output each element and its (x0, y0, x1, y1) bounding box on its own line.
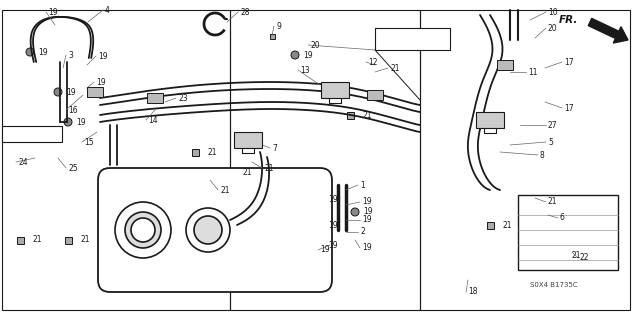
Text: 12: 12 (368, 58, 378, 67)
Text: 18: 18 (468, 287, 477, 297)
FancyBboxPatch shape (98, 168, 332, 292)
Text: 19: 19 (362, 197, 372, 206)
Text: 19: 19 (320, 245, 330, 254)
Text: 24: 24 (18, 157, 28, 166)
Circle shape (115, 202, 171, 258)
Text: 14: 14 (148, 116, 157, 124)
Circle shape (64, 118, 72, 126)
Text: 3: 3 (68, 51, 73, 60)
Text: 21: 21 (207, 148, 216, 156)
Text: 21: 21 (80, 236, 90, 244)
Text: 19: 19 (362, 215, 372, 225)
Text: 25: 25 (68, 164, 77, 172)
Text: 21: 21 (32, 236, 42, 244)
Circle shape (351, 208, 359, 216)
Text: 26: 26 (35, 125, 45, 134)
Text: 2: 2 (360, 228, 365, 236)
Circle shape (316, 241, 324, 249)
Text: B-17-25: B-17-25 (4, 130, 44, 139)
Circle shape (291, 51, 299, 59)
Bar (2, 126, 62, 142)
Text: 19: 19 (328, 196, 338, 204)
Text: 1: 1 (360, 180, 365, 189)
Bar (269, 34, 275, 38)
Circle shape (316, 221, 324, 229)
Bar (321, 82, 349, 98)
Circle shape (131, 218, 155, 242)
Text: 21: 21 (220, 186, 230, 195)
Bar (17, 236, 24, 244)
Circle shape (316, 196, 324, 204)
Text: 9: 9 (276, 21, 281, 30)
Text: 21: 21 (242, 167, 252, 177)
Text: 19: 19 (48, 7, 58, 17)
Text: B-17-30: B-17-30 (391, 34, 433, 44)
Text: 7: 7 (272, 143, 277, 153)
Bar (367, 90, 383, 100)
Text: 19: 19 (98, 52, 108, 60)
Text: 17: 17 (564, 103, 573, 113)
Text: 5: 5 (548, 138, 553, 147)
Text: 21: 21 (502, 220, 511, 229)
Text: 15: 15 (84, 138, 93, 147)
Bar (497, 60, 513, 70)
Bar (230, 10, 420, 310)
Text: 20: 20 (310, 41, 319, 50)
Text: 13: 13 (300, 66, 310, 75)
Bar (557, 252, 563, 259)
Circle shape (186, 208, 230, 252)
Bar (191, 148, 198, 156)
Text: 19: 19 (96, 77, 106, 86)
Text: 21: 21 (390, 63, 399, 73)
Bar (420, 10, 630, 310)
Circle shape (26, 48, 34, 56)
Text: 19: 19 (328, 241, 338, 250)
Text: 22: 22 (580, 253, 589, 262)
Text: 4: 4 (105, 5, 110, 14)
Text: 19: 19 (328, 220, 338, 229)
Text: FR.: FR. (559, 15, 578, 25)
Text: 21: 21 (572, 251, 582, 260)
Text: 10: 10 (548, 7, 557, 17)
Bar (227, 169, 234, 175)
Text: 19: 19 (66, 87, 76, 97)
Text: S0X4 B1735C: S0X4 B1735C (530, 282, 578, 288)
Text: 19: 19 (303, 51, 312, 60)
Bar (65, 236, 72, 244)
Text: 19: 19 (362, 244, 372, 252)
Bar (476, 112, 504, 128)
Text: 21: 21 (362, 110, 371, 119)
Circle shape (54, 88, 62, 96)
Circle shape (194, 216, 222, 244)
Bar (486, 221, 493, 228)
Circle shape (125, 212, 161, 248)
Text: 27: 27 (548, 121, 557, 130)
Text: 23: 23 (178, 93, 188, 102)
Bar (2, 10, 230, 310)
Text: 21: 21 (264, 164, 273, 172)
Text: 17: 17 (564, 58, 573, 67)
Text: 20: 20 (548, 23, 557, 33)
Text: 11: 11 (528, 68, 538, 76)
FancyArrow shape (588, 18, 628, 43)
Bar (346, 111, 353, 118)
Bar (375, 28, 450, 50)
Text: 8: 8 (540, 150, 545, 159)
Bar (518, 195, 618, 270)
Bar (234, 132, 262, 148)
Text: 21: 21 (548, 197, 557, 206)
Text: 19: 19 (363, 207, 372, 217)
Text: 28: 28 (240, 7, 250, 17)
Text: 16: 16 (68, 106, 77, 115)
Bar (87, 87, 103, 97)
Text: 19: 19 (76, 117, 86, 126)
Text: 6: 6 (560, 213, 565, 222)
Text: 19: 19 (38, 47, 47, 57)
Bar (147, 93, 163, 103)
